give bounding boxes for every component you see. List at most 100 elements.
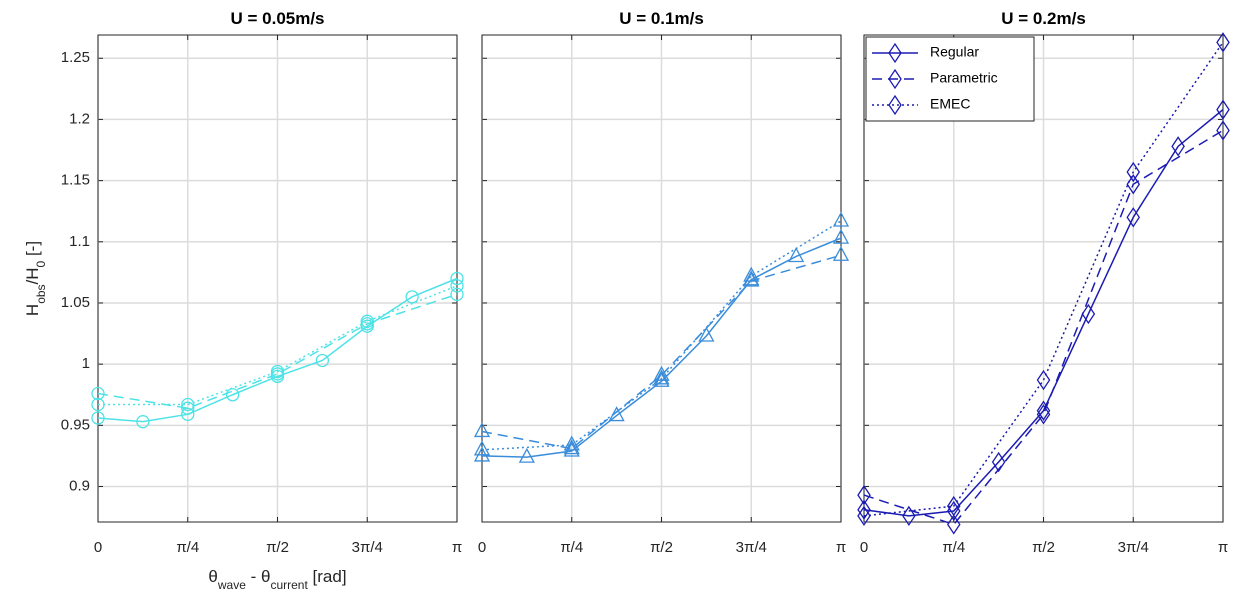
axis-label: Hobs/H0 [-]	[23, 241, 48, 316]
y-tick-label: 1.15	[61, 172, 90, 189]
marker	[91, 397, 105, 412]
marker	[450, 271, 464, 286]
label-part: [-]	[23, 241, 42, 261]
series-line	[481, 237, 842, 458]
legend-label: Regular	[930, 44, 979, 60]
marker	[450, 287, 464, 302]
x-tick-label: 0	[94, 539, 102, 556]
marker	[788, 247, 805, 263]
label-part: [rad]	[308, 567, 347, 586]
marker	[91, 386, 105, 401]
marker	[136, 415, 150, 429]
label-part: H	[23, 304, 42, 316]
marker	[1171, 136, 1185, 157]
marker	[946, 495, 961, 517]
marker	[902, 505, 916, 527]
marker	[991, 451, 1006, 473]
plot-frame	[481, 34, 842, 523]
plot-frame	[863, 34, 1224, 523]
marker	[315, 353, 330, 368]
marker	[181, 397, 195, 412]
marker	[653, 369, 670, 385]
y-tick-label: 1.05	[61, 294, 90, 311]
label-part: θ	[208, 567, 217, 586]
marker	[91, 411, 105, 425]
y-tick-label: 1.1	[69, 233, 90, 250]
x-tick-label: 3π/4	[736, 539, 767, 556]
label-part: /H	[23, 267, 42, 284]
marker	[946, 514, 961, 535]
marker	[473, 440, 491, 456]
marker	[1081, 303, 1096, 325]
marker	[1036, 400, 1051, 421]
marker	[473, 422, 491, 438]
x-tick-label: π/4	[942, 539, 965, 556]
marker	[698, 326, 715, 342]
marker	[181, 401, 195, 415]
series-line	[98, 285, 458, 406]
series-line	[863, 129, 1224, 526]
x-tick-label: 3π/4	[352, 539, 383, 556]
marker	[181, 407, 195, 421]
marker	[832, 228, 850, 244]
axis-label: θwave - θcurrent [rad]	[208, 567, 346, 592]
y-tick-label: 1	[82, 355, 90, 372]
subscript: 0	[34, 260, 48, 267]
marker	[1216, 32, 1230, 53]
marker	[832, 245, 850, 261]
marker	[270, 364, 285, 379]
label-part: - θ	[246, 567, 271, 586]
marker	[857, 484, 871, 506]
x-tick-label: 0	[478, 539, 486, 556]
marker	[743, 266, 760, 282]
marker	[888, 42, 902, 64]
series-line	[97, 293, 458, 409]
chart-title: U = 0.1m/s	[619, 9, 704, 28]
series-line	[481, 254, 842, 450]
marker	[1126, 161, 1141, 183]
marker	[1216, 99, 1230, 120]
marker	[857, 505, 871, 527]
x-tick-label: π/2	[1032, 539, 1055, 556]
marker	[360, 314, 374, 328]
marker	[1126, 207, 1141, 228]
subscript: wave	[217, 578, 246, 592]
marker	[563, 435, 580, 451]
marker	[450, 279, 464, 293]
marker	[1036, 369, 1051, 391]
x-tick-label: π	[1218, 539, 1228, 556]
chart-title: U = 0.05m/s	[230, 9, 324, 28]
marker	[225, 388, 240, 402]
x-tick-label: π	[836, 539, 846, 556]
x-tick-label: π/4	[560, 539, 583, 556]
x-tick-label: π/4	[176, 539, 199, 556]
x-tick-label: π/2	[266, 539, 289, 556]
marker	[1036, 404, 1051, 425]
y-tick-label: 0.9	[69, 477, 90, 494]
marker	[832, 211, 850, 227]
marker	[653, 365, 670, 381]
y-tick-label: 0.95	[61, 416, 90, 433]
legend-label: Parametric	[930, 70, 998, 86]
marker	[563, 439, 580, 455]
marker	[518, 447, 535, 463]
x-tick-label: 0	[860, 539, 868, 556]
series-line	[481, 220, 842, 451]
subscript: obs	[34, 284, 48, 303]
chart-title: U = 0.2m/s	[1001, 9, 1086, 28]
series-line	[97, 277, 458, 423]
marker	[888, 94, 902, 116]
series-line	[863, 41, 1224, 517]
marker	[857, 499, 871, 520]
y-tick-label: 1.2	[69, 110, 90, 127]
x-tick-label: π	[452, 539, 462, 556]
subscript: current	[270, 578, 308, 592]
x-tick-label: 3π/4	[1118, 539, 1149, 556]
series-line	[863, 109, 1224, 517]
legend-label: EMEC	[930, 96, 970, 112]
y-tick-label: 1.25	[61, 49, 90, 66]
marker	[743, 271, 760, 287]
marker	[1216, 120, 1230, 141]
x-tick-label: π/2	[650, 539, 673, 556]
